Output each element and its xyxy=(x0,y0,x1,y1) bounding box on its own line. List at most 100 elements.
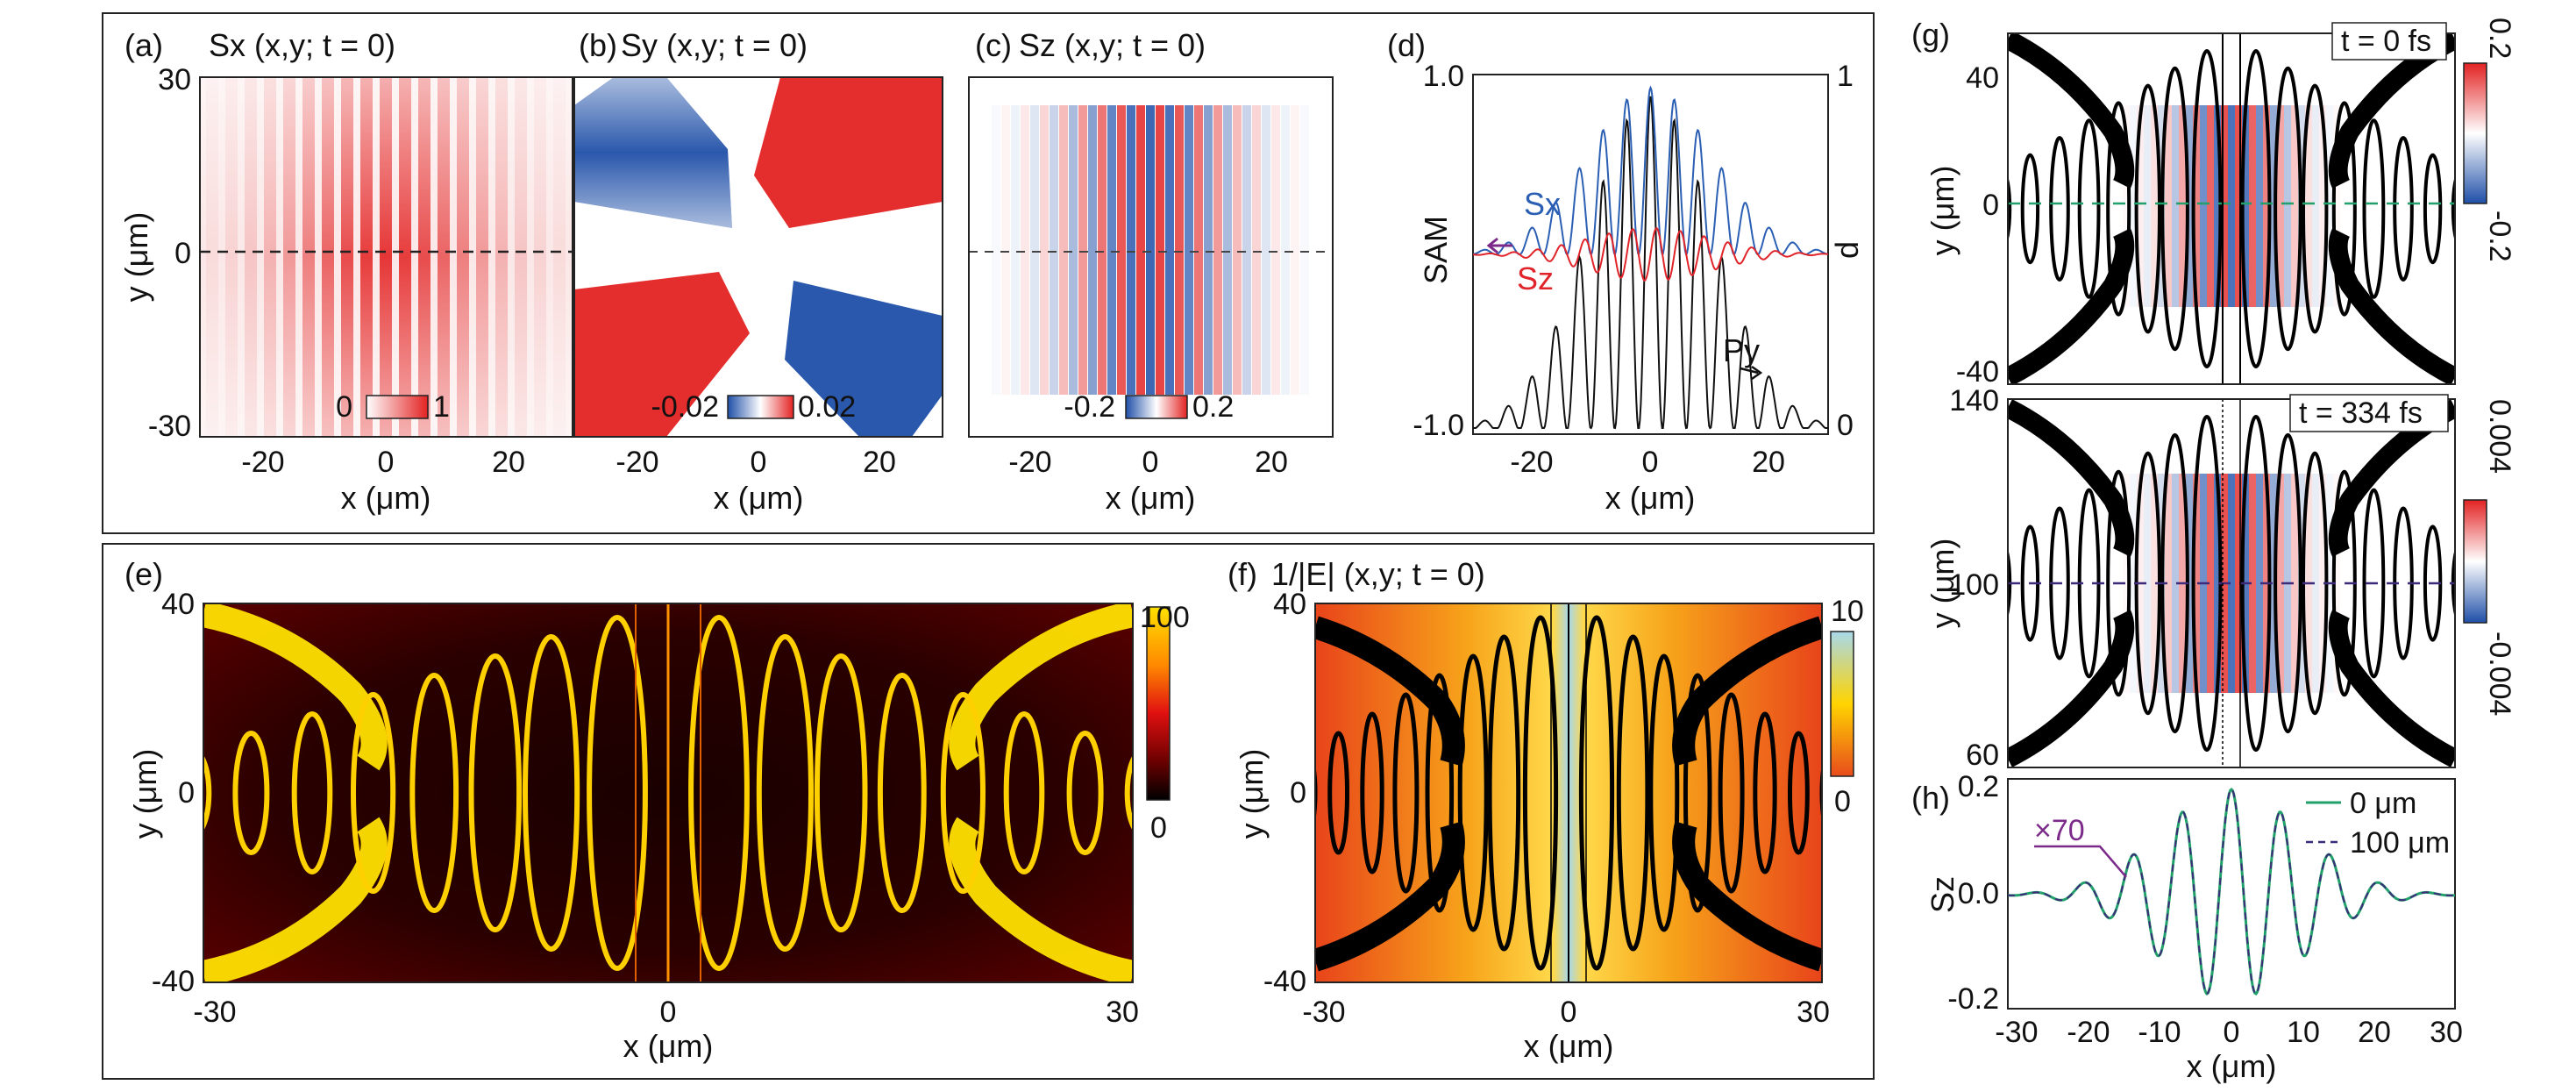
e-contour xyxy=(409,673,459,913)
g-contour xyxy=(2362,488,2386,679)
e-contour xyxy=(688,615,750,971)
g-fringe xyxy=(2270,105,2277,307)
g-fringe xyxy=(2256,474,2263,693)
g-fringe xyxy=(2284,105,2291,307)
e-contour xyxy=(203,755,212,831)
svg-text:0: 0 xyxy=(1642,446,1659,479)
svg-text:-0.2: -0.2 xyxy=(2483,211,2516,262)
svg-text:140: 140 xyxy=(1949,384,1999,418)
g-fringe xyxy=(2319,474,2326,693)
g-contour xyxy=(2106,101,2131,317)
g-contour xyxy=(2362,118,2386,299)
g-fringe xyxy=(2165,105,2172,307)
svg-text:0: 0 xyxy=(1561,996,1577,1029)
svg-text:-30: -30 xyxy=(1302,996,1345,1029)
sz-fringe xyxy=(1281,105,1290,395)
g-contour xyxy=(2106,469,2131,697)
panel-h-label: (h) xyxy=(1911,780,1950,816)
e-contour xyxy=(1124,755,1133,831)
e-contour xyxy=(468,653,523,932)
svg-text:30: 30 xyxy=(1797,996,1830,1029)
svg-text:-20: -20 xyxy=(2067,1016,2110,1049)
g-contour xyxy=(2020,153,2040,265)
sz-fringe xyxy=(1127,105,1135,395)
svg-text:SAM: SAM xyxy=(1418,216,1454,284)
e-contour xyxy=(814,653,868,932)
svg-text:0.2: 0.2 xyxy=(1192,390,1234,424)
g-fringe xyxy=(2235,474,2242,693)
e-contour xyxy=(756,634,815,952)
panel-c: (c) Sz (x,y; t = 0) -0.2 0.2 -20 0 20 x … xyxy=(968,27,1334,516)
f-contour xyxy=(1487,634,1521,952)
svg-text:y (μm): y (μm) xyxy=(1234,749,1270,839)
g-fringe xyxy=(2249,105,2256,307)
series-sx xyxy=(1472,85,1829,256)
g-fringe xyxy=(2151,474,2158,693)
svg-text:-10: -10 xyxy=(2138,1016,2181,1049)
panel-a-colorbar xyxy=(366,395,429,419)
svg-text:-30: -30 xyxy=(193,996,236,1029)
g-contour xyxy=(2240,49,2272,368)
sz-fringe xyxy=(1165,105,1174,395)
sz-fringe xyxy=(1233,105,1242,395)
g-fringe xyxy=(2193,105,2200,307)
svg-text:60: 60 xyxy=(1966,739,1999,772)
svg-text:x (μm): x (μm) xyxy=(2187,1048,2277,1084)
series-p xyxy=(1473,96,1828,430)
sz-fringe xyxy=(1098,105,1107,395)
svg-text:-20: -20 xyxy=(1510,446,1553,479)
f-contour xyxy=(1457,653,1489,932)
g-fringe xyxy=(2193,474,2200,693)
g-contour xyxy=(2274,66,2302,352)
svg-text:40: 40 xyxy=(161,588,195,621)
svg-text:x (μm): x (μm) xyxy=(1605,480,1696,516)
svg-text:0: 0 xyxy=(336,390,352,424)
sz-fringe xyxy=(1117,105,1126,395)
sz-fringe xyxy=(1300,105,1309,395)
panel-b-title: Sy (x,y; t = 0) xyxy=(621,27,808,63)
g-contour xyxy=(2077,118,2101,299)
svg-text:0: 0 xyxy=(378,446,395,479)
panel-e: (e) 100 0 40 0 -40 y (μm) -30 0 30 x (μm… xyxy=(125,556,1190,1064)
sz-fringe xyxy=(1146,105,1155,395)
svg-text:Sz: Sz xyxy=(1925,876,1960,913)
g-contour xyxy=(2049,136,2070,282)
panel-a: (a) Sx (x,y; t = 0) 0 1 30 0 -30 y (μm) … xyxy=(118,27,573,516)
svg-text:0: 0 xyxy=(1837,409,1854,442)
svg-text:0: 0 xyxy=(2224,1016,2240,1049)
g-contour xyxy=(2451,175,2455,242)
sz-fringe xyxy=(1088,105,1097,395)
g-fringe xyxy=(2277,105,2284,307)
g-fringe xyxy=(2214,105,2221,307)
svg-text:-1.0: -1.0 xyxy=(1413,409,1464,442)
svg-text:0: 0 xyxy=(1290,776,1306,810)
panel-b: (b) Sy (x,y; t = 0) -0.02 0.02 -20 0 20 … xyxy=(573,27,943,516)
e-contour xyxy=(1066,731,1104,855)
svg-text:0.0: 0.0 xyxy=(1958,877,1999,910)
g-fringe xyxy=(2249,474,2256,693)
panel-g-colorbar-1 xyxy=(2463,499,2487,624)
g-contour xyxy=(2191,49,2223,368)
sz-fringe xyxy=(1030,105,1039,395)
g-fringe xyxy=(2172,474,2179,693)
svg-text:0.2: 0.2 xyxy=(2483,18,2516,59)
panel-f-colorbar xyxy=(1830,631,1854,777)
e-contour xyxy=(291,711,333,874)
svg-text:-0.004: -0.004 xyxy=(2483,632,2516,716)
e-contour xyxy=(351,692,396,894)
svg-text:x (μm): x (μm) xyxy=(1106,480,1196,516)
g-contour xyxy=(2008,175,2012,242)
g-fringe xyxy=(2270,474,2277,693)
g-fringe xyxy=(2277,474,2284,693)
bottom-frame xyxy=(102,543,1875,1080)
sz-fringe xyxy=(1136,105,1145,395)
sz-fringe xyxy=(1213,105,1222,395)
svg-text:0: 0 xyxy=(178,776,195,810)
svg-text:30: 30 xyxy=(2430,1016,2463,1049)
svg-text:x (μm): x (μm) xyxy=(1524,1028,1614,1064)
svg-text:y (μm): y (μm) xyxy=(118,212,154,303)
g-fringe xyxy=(2130,105,2137,307)
g-contour xyxy=(2302,83,2329,334)
sz-fringe xyxy=(1078,105,1087,395)
